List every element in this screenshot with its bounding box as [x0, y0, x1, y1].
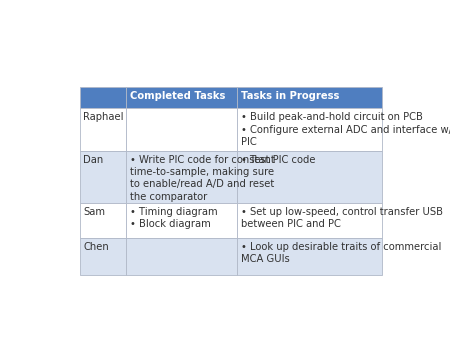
Text: Tasks in Progress: Tasks in Progress — [241, 91, 339, 101]
Text: Sam: Sam — [83, 207, 105, 217]
Bar — [80, 87, 126, 108]
Text: • Write PIC code for constant
time-to-sample, making sure
to enable/read A/D and: • Write PIC code for constant time-to-sa… — [130, 154, 275, 202]
Text: Chen: Chen — [83, 242, 109, 251]
Bar — [237, 203, 382, 238]
Bar — [237, 108, 382, 151]
Bar — [126, 238, 237, 275]
Text: • Build peak-and-hold circuit on PCB
• Configure external ADC and interface w/
P: • Build peak-and-hold circuit on PCB • C… — [241, 112, 450, 147]
Bar — [126, 108, 237, 151]
Bar — [126, 87, 237, 108]
Text: Completed Tasks: Completed Tasks — [130, 91, 225, 101]
Text: • Timing diagram
• Block diagram: • Timing diagram • Block diagram — [130, 207, 218, 229]
Text: Dan: Dan — [83, 154, 104, 165]
Bar — [80, 238, 126, 275]
Bar — [80, 151, 126, 203]
Text: Raphael: Raphael — [83, 112, 124, 122]
Text: • Look up desirable traits of commercial
MCA GUIs: • Look up desirable traits of commercial… — [241, 242, 441, 264]
Text: • Test PIC code: • Test PIC code — [241, 154, 315, 165]
Bar — [126, 151, 237, 203]
Bar — [80, 203, 126, 238]
Bar — [126, 203, 237, 238]
Bar — [237, 87, 382, 108]
Bar — [80, 108, 126, 151]
Bar — [237, 238, 382, 275]
Text: • Set up low-speed, control transfer USB
between PIC and PC: • Set up low-speed, control transfer USB… — [241, 207, 442, 229]
Bar — [237, 151, 382, 203]
